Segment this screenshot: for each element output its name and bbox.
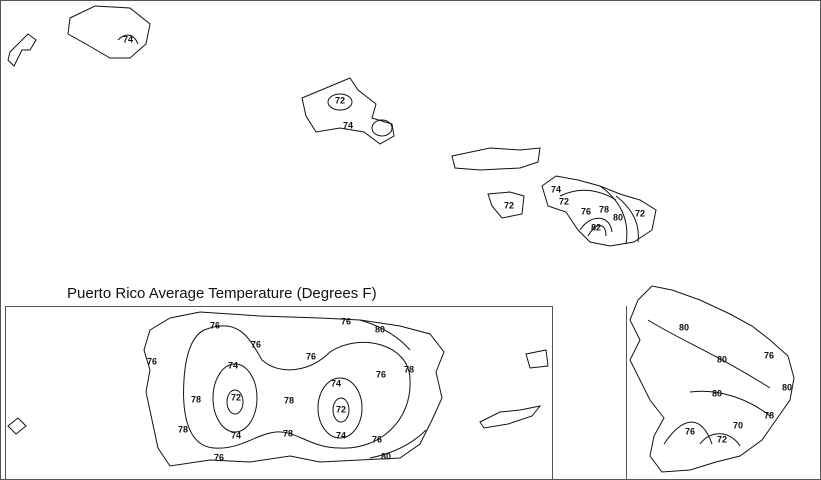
- hawaii-labels: 74 72 74 72 74 72 76 78 80 82 72 80 80 7…: [123, 34, 792, 444]
- contour-label: 80: [613, 212, 623, 222]
- contour-label: 72: [635, 208, 645, 218]
- contour-label: 78: [283, 428, 293, 438]
- contour-label: 80: [712, 388, 722, 398]
- contour-label: 78: [178, 424, 188, 434]
- contour-label: 74: [231, 430, 241, 440]
- contour-label: 76: [306, 351, 316, 361]
- contour-label: 76: [685, 426, 695, 436]
- contour-label: 78: [764, 410, 774, 420]
- puerto-rico-isotherms: [183, 319, 427, 459]
- contour-label: 74: [228, 360, 238, 370]
- contour-label: 72: [335, 95, 345, 105]
- contour-label: 76: [251, 339, 261, 349]
- contour-label: 74: [123, 34, 133, 44]
- contour-label: 80: [375, 324, 385, 334]
- contour-label: 76: [581, 206, 591, 216]
- contour-label: 72: [717, 434, 727, 444]
- contour-label: 76: [210, 320, 220, 330]
- contour-label: 80: [717, 354, 727, 364]
- contour-label: 76: [372, 434, 382, 444]
- contour-label: 72: [504, 200, 514, 210]
- contour-label: 80: [381, 451, 391, 461]
- contour-label: 74: [336, 430, 346, 440]
- puerto-rico-labels: 76 76 76 74 72 74 78 78 76 78 76 78 74 7…: [147, 316, 414, 462]
- contour-label: 78: [191, 394, 201, 404]
- contour-label: 80: [782, 382, 792, 392]
- contour-label: 82: [591, 222, 601, 232]
- contour-label: 72: [559, 196, 569, 206]
- contour-label: 76: [147, 356, 157, 366]
- hawaii-outlines: [7, 5, 795, 473]
- contour-label: 74: [343, 120, 353, 130]
- contour-label: 72: [231, 392, 241, 402]
- contour-label: 76: [341, 316, 351, 326]
- contour-label: 80: [679, 322, 689, 332]
- contour-label: 78: [599, 204, 609, 214]
- contour-label: 76: [376, 369, 386, 379]
- contour-label: 76: [764, 350, 774, 360]
- inset-title: Puerto Rico Average Temperature (Degrees…: [67, 285, 377, 302]
- puerto-rico-outlines: [7, 311, 549, 467]
- contour-label: 72: [336, 404, 346, 414]
- inset-frame: [5, 306, 553, 480]
- contour-label: 76: [214, 452, 224, 462]
- contour-label: 78: [404, 364, 414, 374]
- contour-label: 74: [551, 184, 561, 194]
- contour-label: 74: [331, 378, 341, 388]
- contour-label: 70: [733, 420, 743, 430]
- contour-label: 78: [284, 395, 294, 405]
- hawaii-isotherms: [117, 34, 771, 447]
